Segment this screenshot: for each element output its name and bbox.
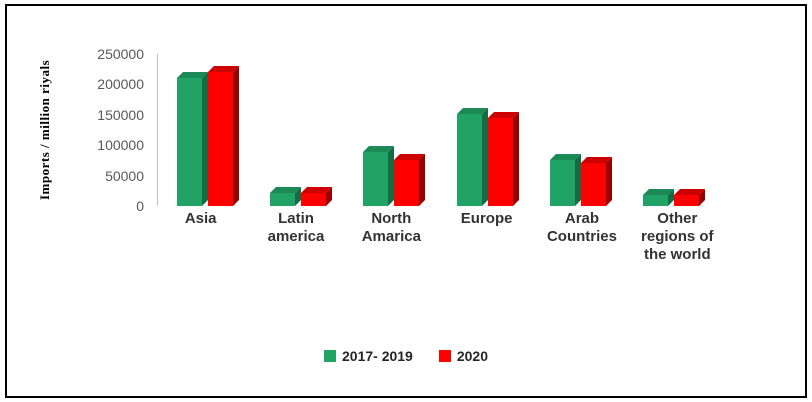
bar-2017-2019-3: [456, 54, 488, 206]
bar-group-4: [531, 54, 624, 206]
bar-front-face: [300, 193, 326, 206]
bar-group-5: [625, 54, 718, 206]
x-label-1: Latin america: [267, 210, 325, 245]
chart-frame: Imports / million riyals 0 50000 100000 150…: [5, 4, 807, 398]
legend-swatch-icon: [438, 350, 451, 362]
bar-front-face: [363, 152, 389, 206]
y-tick-50000: 50000: [105, 167, 144, 184]
bar-side-face: [605, 157, 612, 206]
legend-label: 2020: [456, 348, 488, 364]
bar-2020-0: [207, 54, 239, 206]
y-tick-100000: 100000: [97, 137, 144, 154]
bar-2017-2019-5: [643, 54, 675, 206]
plot-area: [157, 54, 718, 206]
legend-swatch-icon: [324, 350, 336, 362]
y-tick-250000: 250000: [97, 46, 144, 62]
bar-front-face: [394, 160, 420, 206]
y-tick-150000: 150000: [97, 106, 144, 123]
x-label-0: Asia: [184, 210, 217, 227]
y-axis-ticks: 0 50000 100000 150000 200000 250000: [47, 46, 152, 214]
bar-group-3: [438, 54, 531, 206]
bar-front-face: [269, 193, 295, 206]
bar-front-face: [549, 160, 575, 206]
legend: 2017- 2019 2020: [7, 348, 805, 364]
bar-2017-2019-0: [176, 54, 208, 206]
bar-2017-2019-2: [363, 54, 395, 206]
bar-2020-2: [394, 54, 426, 206]
x-label-4: Arab Countries: [546, 210, 617, 245]
y-tick-200000: 200000: [97, 76, 144, 93]
bar-side-face: [419, 154, 426, 206]
legend-item-1: 2020: [438, 348, 488, 364]
legend-label: 2017- 2019: [342, 348, 413, 364]
x-label-2: North Amarica: [361, 210, 421, 245]
x-label-5: Other regions of the world: [641, 210, 714, 263]
bar-2020-1: [300, 54, 332, 206]
bar-front-face: [643, 195, 669, 206]
y-tick-0: 0: [136, 198, 144, 214]
legend-item-0: 2017- 2019: [324, 348, 413, 364]
imports-by-region-chart: Imports / million riyals 0 50000 100000 150…: [7, 6, 805, 396]
bar-side-face: [512, 112, 519, 206]
bar-front-face: [456, 114, 482, 206]
bar-front-face: [176, 78, 202, 206]
bar-group-1: [251, 54, 344, 206]
bar-side-face: [232, 66, 239, 206]
bar-2020-4: [580, 54, 612, 206]
bar-group-2: [345, 54, 438, 206]
bar-front-face: [674, 195, 700, 206]
bar-front-face: [207, 72, 233, 206]
x-label-3: Europe: [460, 210, 513, 227]
bar-front-face: [580, 163, 606, 206]
bar-2017-2019-4: [549, 54, 581, 206]
bar-2020-5: [674, 54, 706, 206]
bar-group-0: [158, 54, 251, 206]
bar-front-face: [487, 118, 513, 206]
x-axis-labels: Asia Latin america North Amarica Europe Arab…: [153, 210, 725, 264]
bar-2020-3: [487, 54, 519, 206]
bar-2017-2019-1: [269, 54, 301, 206]
